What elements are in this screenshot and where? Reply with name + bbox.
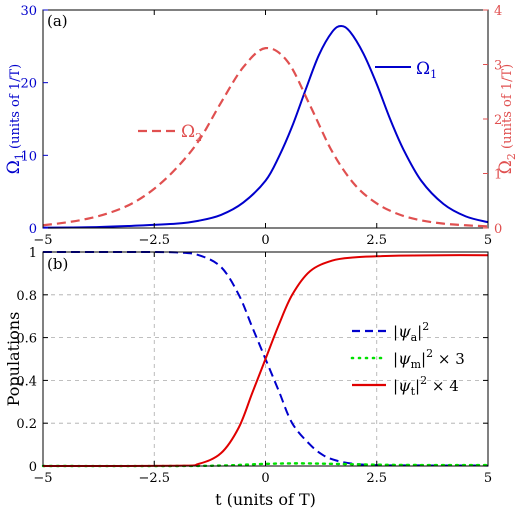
y-tick-label: 0.2 <box>16 417 37 432</box>
series-line-omega-2 <box>42 46 489 228</box>
legend-abs-bar: | <box>393 350 398 368</box>
series-line-omega-1 <box>42 24 489 229</box>
y-tick-label: 0.6 <box>16 332 37 347</box>
legend-omega-2-sub: 2 <box>195 131 202 144</box>
y-left-label-symbol: Ω <box>4 160 24 174</box>
legend-psi-sub: m <box>411 358 422 371</box>
legend-omega-1-symbol: Ω <box>416 59 430 79</box>
x-tick-label: 2.5 <box>366 233 387 248</box>
y-tick-label: 0 <box>29 460 37 475</box>
y-left-label-sub: 1 <box>13 153 26 160</box>
y-tick-label: 1 <box>29 246 37 261</box>
legend-factor: × 4 <box>427 377 459 395</box>
y-right-axis-label: Ω2 (units of 1/T) <box>496 64 518 174</box>
y-axis-label: Populations <box>4 312 23 407</box>
y-tick-label: 0.8 <box>16 289 37 304</box>
y-left-tick-label: 20 <box>20 77 37 92</box>
legend-label-psi-m: |ψm|2 × 3 <box>393 347 465 371</box>
legend-psi-sub: t <box>411 385 416 398</box>
y-left-tick-label: 10 <box>20 149 37 164</box>
x-tick-label: 5 <box>484 471 492 486</box>
x-tick-label: −5 <box>33 471 52 486</box>
legend-psi-sub: a <box>411 331 418 344</box>
x-tick-label: 0 <box>261 233 269 248</box>
series-line-psi-t <box>42 254 489 468</box>
legend-label-psi-a: |ψa|2 <box>393 320 429 344</box>
legend-psi-symbol: ψ <box>398 376 411 395</box>
panel-label-a: (a) <box>47 12 68 30</box>
y-left-tick-label: 30 <box>20 4 37 19</box>
y-right-label-symbol: Ω <box>496 160 516 174</box>
x-tick-label: 2.5 <box>366 471 387 486</box>
y-right-tick-label: 0 <box>494 222 502 237</box>
y-right-tick-label: 1 <box>494 168 502 183</box>
legend-square-exponent: 2 <box>420 374 427 387</box>
y-left-label-units: (units of 1/T) <box>8 64 23 153</box>
panel-label-b: (b) <box>47 255 68 273</box>
panel-b: −5 −2.5 0 2.5 5 0 0.2 0.4 0.6 0.8 1 t (units of T) P… <box>4 246 492 509</box>
x-tick-label: −2.5 <box>138 233 170 248</box>
legend-omega-1-sub: 1 <box>430 68 437 81</box>
y-right-label-units: (units of 1/T) <box>500 64 515 153</box>
y-tick-label: 0.4 <box>16 374 37 389</box>
legend-psi-symbol: ψ <box>398 322 411 341</box>
legend-square-exponent: 2 <box>422 320 429 333</box>
x-tick-label: 5 <box>484 233 492 248</box>
legend-abs-bar: | <box>393 377 398 395</box>
x-tick-label: 0 <box>261 471 269 486</box>
legend-abs-bar: | <box>417 323 422 341</box>
panel-a-frame <box>42 9 489 229</box>
legend-square-exponent: 2 <box>426 347 433 360</box>
legend-abs-bar: | <box>393 323 398 341</box>
legend-psi-symbol: ψ <box>398 349 411 368</box>
x-axis-label: t (units of T) <box>215 490 316 509</box>
y-left-tick-label: 0 <box>29 222 37 237</box>
legend-label-psi-t: |ψt|2 × 4 <box>393 374 459 398</box>
legend-label-omega-2: Ω2 <box>181 122 202 144</box>
legend-factor: × 3 <box>433 350 465 368</box>
x-tick-label: −2.5 <box>138 471 170 486</box>
y-right-tick-label: 2 <box>494 113 502 128</box>
legend-abs-bar: | <box>421 350 426 368</box>
y-right-label-sub: 2 <box>505 153 518 160</box>
y-right-tick-label: 4 <box>494 4 502 19</box>
x-tick-label: −5 <box>33 233 52 248</box>
legend-omega-2-symbol: Ω <box>181 122 195 142</box>
legend-label-omega-1: Ω1 <box>416 59 437 81</box>
legend-abs-bar: | <box>415 377 420 395</box>
y-right-tick-label: 3 <box>494 59 502 74</box>
y-left-axis-label: Ω1 (units of 1/T) <box>4 64 26 174</box>
